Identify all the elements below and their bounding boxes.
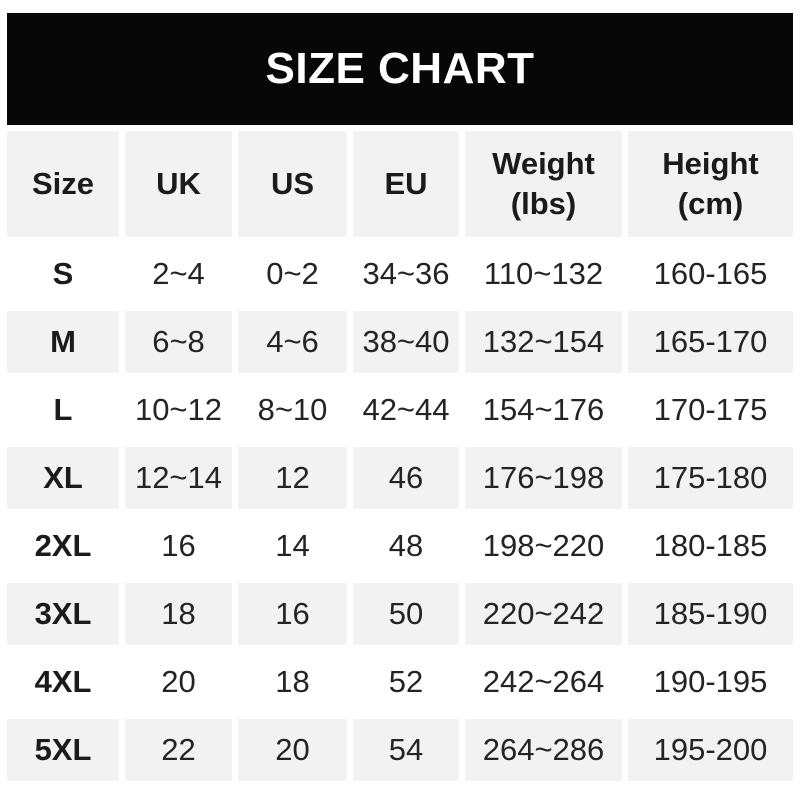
header-cell-us: US [238, 131, 347, 237]
cell-s-uk: 2~4 [125, 243, 232, 305]
cell-xl-weight: 176~198 [465, 447, 622, 509]
cell-5xl-weight: 264~286 [465, 719, 622, 781]
cell-4xl-height: 190-195 [628, 651, 793, 713]
cell-m-eu: 38~40 [353, 311, 459, 373]
cell-xl-eu: 46 [353, 447, 459, 509]
cell-4xl-eu: 52 [353, 651, 459, 713]
row-label-3xl: 3XL [7, 583, 119, 645]
cell-xl-us: 12 [238, 447, 347, 509]
cell-3xl-height: 185-190 [628, 583, 793, 645]
title-banner: SIZE CHART [7, 13, 793, 125]
header-sublabel: (cm) [677, 186, 744, 221]
row-label-5xl: 5XL [7, 719, 119, 781]
row-label-l: L [7, 379, 119, 441]
cell-s-eu: 34~36 [353, 243, 459, 305]
size-table: Size UK US EU Weight (lbs) Height (cm) S 2~4 0~2 34… [7, 131, 793, 781]
cell-2xl-us: 14 [238, 515, 347, 577]
cell-m-height: 165-170 [628, 311, 793, 373]
cell-l-eu: 42~44 [353, 379, 459, 441]
cell-5xl-us: 20 [238, 719, 347, 781]
cell-l-us: 8~10 [238, 379, 347, 441]
cell-xl-height: 175-180 [628, 447, 793, 509]
header-sublabel: (lbs) [510, 186, 577, 221]
cell-2xl-uk: 16 [125, 515, 232, 577]
cell-s-height: 160-165 [628, 243, 793, 305]
cell-l-height: 170-175 [628, 379, 793, 441]
cell-3xl-eu: 50 [353, 583, 459, 645]
header-cell-size: Size [7, 131, 119, 237]
header-label: Height [662, 146, 759, 182]
header-label: US [270, 166, 315, 202]
header-label: Size [31, 166, 95, 202]
cell-2xl-weight: 198~220 [465, 515, 622, 577]
cell-3xl-weight: 220~242 [465, 583, 622, 645]
header-label: Weight [492, 146, 595, 182]
row-label-xl: XL [7, 447, 119, 509]
cell-s-weight: 110~132 [465, 243, 622, 305]
cell-2xl-height: 180-185 [628, 515, 793, 577]
page-title: SIZE CHART [265, 44, 535, 93]
cell-s-us: 0~2 [238, 243, 347, 305]
header-label: UK [156, 166, 201, 202]
header-label: EU [384, 166, 428, 202]
cell-4xl-weight: 242~264 [465, 651, 622, 713]
cell-xl-uk: 12~14 [125, 447, 232, 509]
cell-3xl-us: 16 [238, 583, 347, 645]
cell-4xl-us: 18 [238, 651, 347, 713]
header-cell-height: Height (cm) [628, 131, 793, 237]
header-cell-eu: EU [353, 131, 459, 237]
row-label-m: M [7, 311, 119, 373]
cell-3xl-uk: 18 [125, 583, 232, 645]
cell-5xl-eu: 54 [353, 719, 459, 781]
cell-5xl-height: 195-200 [628, 719, 793, 781]
row-label-2xl: 2XL [7, 515, 119, 577]
cell-l-uk: 10~12 [125, 379, 232, 441]
cell-4xl-uk: 20 [125, 651, 232, 713]
cell-m-us: 4~6 [238, 311, 347, 373]
cell-2xl-eu: 48 [353, 515, 459, 577]
row-label-s: S [7, 243, 119, 305]
row-label-4xl: 4XL [7, 651, 119, 713]
cell-m-uk: 6~8 [125, 311, 232, 373]
header-cell-uk: UK [125, 131, 232, 237]
cell-m-weight: 132~154 [465, 311, 622, 373]
cell-l-weight: 154~176 [465, 379, 622, 441]
header-cell-weight: Weight (lbs) [465, 131, 622, 237]
cell-5xl-uk: 22 [125, 719, 232, 781]
